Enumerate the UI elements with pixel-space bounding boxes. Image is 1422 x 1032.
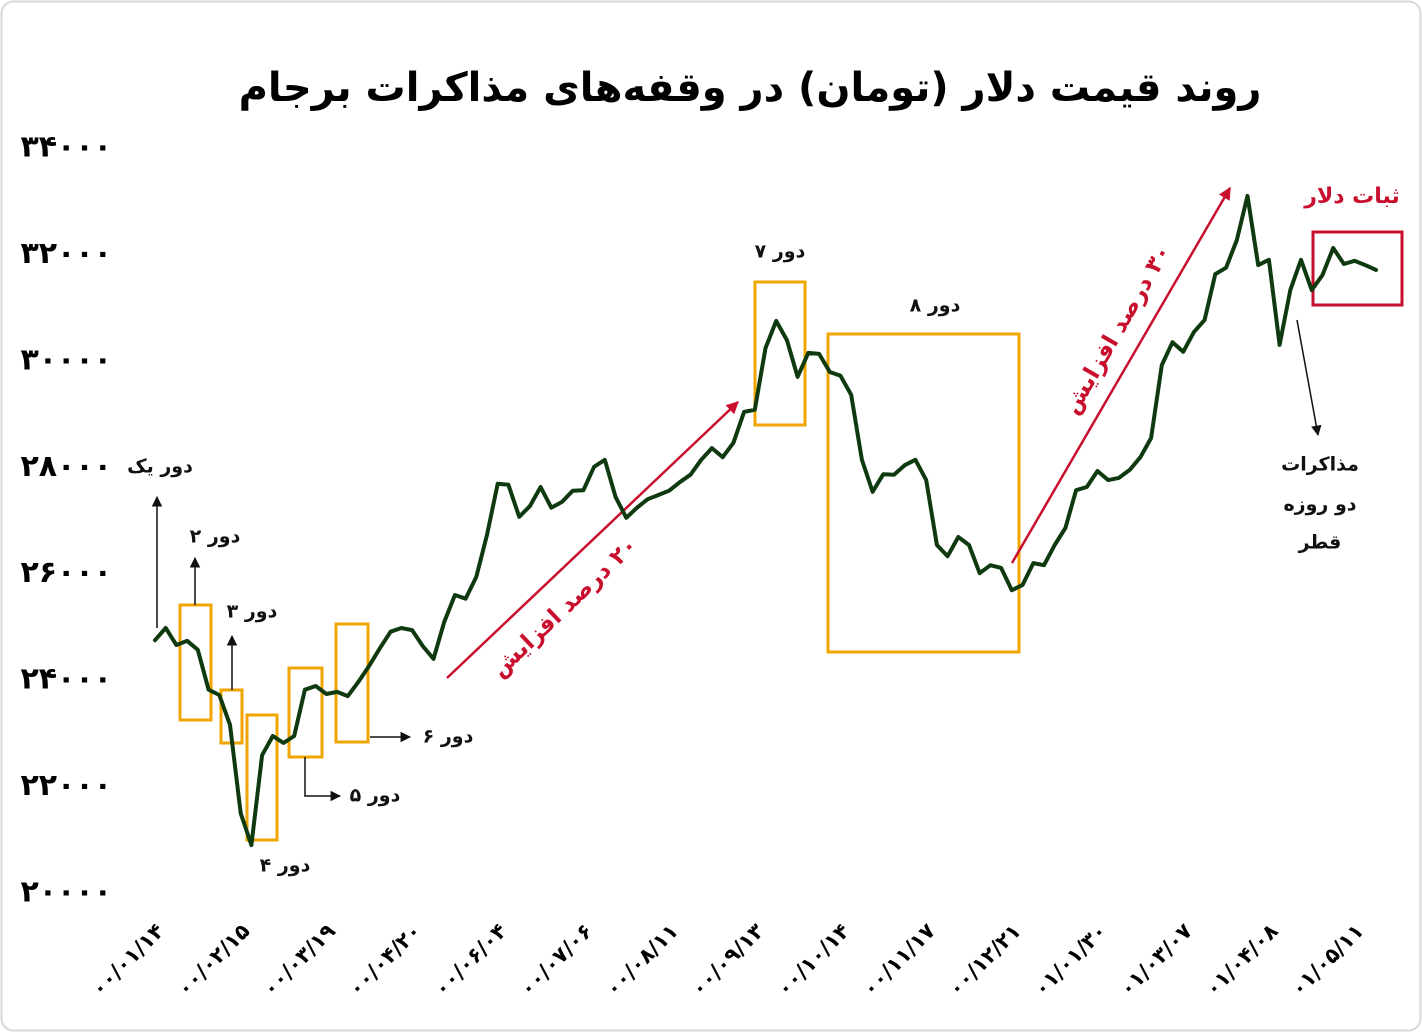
arrow <box>1296 319 1322 437</box>
arrows <box>151 186 1322 802</box>
round-box <box>753 280 807 427</box>
round-box <box>178 603 213 722</box>
y-tick-label: ۲۸۰۰۰ <box>20 449 112 484</box>
x-tick-label: ۰۰/۱۰/۱۴ <box>772 919 854 1001</box>
x-tick-label: ۰۰/۰۶/۰۴ <box>429 919 511 1001</box>
x-tick-label: ۰۰/۱۱/۱۷ <box>858 919 940 1001</box>
y-tick-label: ۲۶۰۰۰ <box>20 555 112 590</box>
arrow <box>304 757 342 802</box>
price-line <box>153 193 1378 848</box>
round-box <box>245 713 279 842</box>
y-tick-label: ۳۲۰۰۰ <box>20 236 112 271</box>
round-box <box>287 666 324 759</box>
y-tick-label: ۳۴۰۰۰ <box>20 130 112 165</box>
annotation: دور ۸ <box>910 295 961 317</box>
x-tick-label: ۰۰/۰۳/۱۹ <box>258 919 340 1001</box>
round-boxes <box>178 230 1404 842</box>
annotation: دور ۷ <box>755 241 806 263</box>
annotation: ثبات دلار <box>1303 184 1400 209</box>
y-tick-label: ۲۲۰۰۰ <box>20 768 112 803</box>
x-tick-label: ۰۰/۰۸/۱۱ <box>601 919 683 1001</box>
annotation: ۲۰ درصد افزایش <box>486 532 642 682</box>
annotation: دور ۴ <box>260 855 311 877</box>
x-tick-label: ۰۰/۰۲/۱۵ <box>172 919 254 1001</box>
rise-arrow <box>1010 186 1232 564</box>
annotation: دور یک <box>127 456 193 478</box>
annotation: قطر <box>1298 532 1342 554</box>
round-box <box>826 332 1021 654</box>
chart-title: روند قیمت دلار (تومان) در وقفه‌های مذاکر… <box>239 65 1262 111</box>
annotation: دور ۶ <box>423 726 474 748</box>
x-tick-label: ۰۰/۰۷/۰۶ <box>515 919 597 1001</box>
annotation: دور ۳ <box>227 601 278 623</box>
annotation: دور ۵ <box>350 785 401 807</box>
x-tick-label: ۰۱/۰۵/۱۱ <box>1286 919 1368 1001</box>
rise-arrow <box>446 401 739 679</box>
annotation: مذاکرات <box>1281 454 1359 476</box>
x-tick-label: ۰۰/۱۲/۲۱ <box>943 919 1025 1001</box>
y-tick-label: ۳۰۰۰۰ <box>20 342 112 377</box>
x-tick-label: ۰۰/۰۴/۲۰ <box>344 919 426 1001</box>
x-tick-label: ۰۱/۰۳/۰۷ <box>1115 919 1197 1001</box>
x-tick-label: ۰۰/۰۹/۱۳ <box>686 919 768 1001</box>
y-tick-label: ۲۴۰۰۰ <box>20 662 112 697</box>
x-tick-label: ۰۱/۰۱/۳۰ <box>1029 919 1111 1001</box>
annotation: دو روزه <box>1283 494 1356 516</box>
round-box <box>334 622 370 744</box>
annotations: دور یک دور ۲ دور ۳ دور ۴ دور ۵ دور ۶ دور… <box>127 184 1400 877</box>
y-tick-label: ۲۰۰۰۰ <box>20 875 112 910</box>
x-tick-label: ۰۱/۰۴/۰۸ <box>1200 919 1282 1001</box>
stable-box <box>1311 230 1404 307</box>
x-tick-label: ۰۰/۰۱/۱۴ <box>87 919 169 1001</box>
annotation: دور ۲ <box>190 526 241 548</box>
